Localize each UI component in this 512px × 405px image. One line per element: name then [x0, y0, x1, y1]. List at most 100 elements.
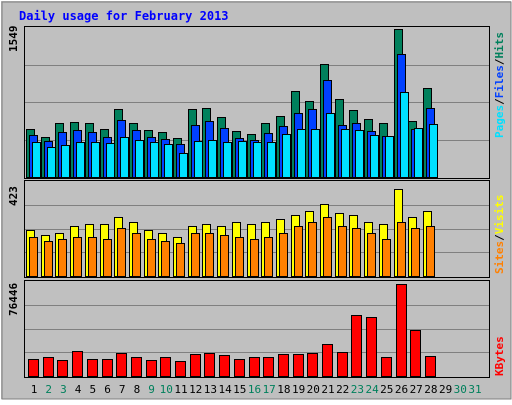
x-label-day-26: 26	[395, 383, 408, 396]
x-label-day-5: 5	[89, 383, 96, 396]
kbytes-bar-kbytes-day-10	[160, 357, 171, 377]
hits-bar-pages-day-23	[355, 130, 364, 178]
visits-bar-sites-day-15	[235, 237, 244, 277]
visits-bar-sites-day-22	[338, 226, 347, 277]
hits-bar-pages-day-1	[32, 142, 41, 178]
x-label-day-3: 3	[60, 383, 67, 396]
x-label-day-15: 15	[233, 383, 246, 396]
visits-bar-sites-day-2	[44, 241, 53, 277]
hits-bar-pages-day-4	[76, 142, 85, 178]
kbytes-bar-kbytes-day-19	[293, 354, 304, 377]
kbytes-bar-kbytes-day-15	[234, 359, 245, 377]
hits-bar-pages-day-21	[326, 113, 335, 178]
x-label-day-1: 1	[31, 383, 38, 396]
visits-bar-sites-day-3	[58, 239, 67, 277]
x-label-day-24: 24	[365, 383, 379, 396]
hits-bar-pages-day-15	[238, 141, 247, 178]
visits-bar-sites-day-27	[411, 228, 420, 277]
visits-bar-sites-day-1	[29, 237, 38, 277]
visits-bar-sites-day-8	[132, 233, 141, 277]
bars	[26, 29, 438, 377]
kbytes-bar-kbytes-day-26	[396, 284, 407, 377]
legend-sep-3: /	[493, 234, 506, 241]
hits-bar-pages-day-10	[164, 144, 173, 178]
hits-bar-pages-day-25	[385, 136, 394, 178]
visits-legend: Sites/Visits	[493, 195, 506, 275]
kbytes-bar-kbytes-day-25	[381, 357, 392, 377]
hits-bar-pages-day-14	[223, 142, 232, 178]
kbytes-bar-kbytes-day-14	[219, 355, 230, 377]
hits-bar-pages-day-26	[400, 92, 409, 178]
x-label-day-4: 4	[75, 383, 82, 396]
kbytes-bar-kbytes-day-8	[131, 357, 142, 377]
x-label-day-7: 7	[119, 383, 126, 396]
kbytes-bar-kbytes-day-28	[425, 356, 436, 377]
visits-bar-sites-day-17	[264, 237, 273, 277]
kbytes-bar-kbytes-day-24	[366, 317, 377, 377]
hits-bar-pages-day-2	[47, 147, 56, 178]
kbytes-bar-kbytes-day-23	[351, 315, 362, 377]
legend-sites: Sites	[493, 241, 506, 274]
kbytes-bar-kbytes-day-3	[57, 360, 68, 377]
hits-bar-pages-day-24	[370, 135, 379, 178]
x-label-day-17: 17	[263, 383, 276, 396]
kbytes-legend: KBytes	[493, 336, 506, 376]
x-label-day-16: 16	[248, 383, 261, 396]
hits-bar-pages-day-8	[135, 140, 144, 178]
kbytes-bar-kbytes-day-1	[28, 359, 39, 377]
hits-bar-pages-day-5	[91, 142, 100, 178]
hits-bar-pages-day-9	[150, 142, 159, 178]
kbytes-bar-kbytes-day-12	[190, 354, 201, 377]
visits-bar-sites-day-18	[279, 233, 288, 277]
hits-bar-pages-day-18	[282, 134, 291, 178]
visits-bar-sites-day-28	[426, 226, 435, 277]
x-label-day-14: 14	[218, 383, 232, 396]
x-label-day-23: 23	[351, 383, 364, 396]
x-label-day-31: 31	[468, 383, 481, 396]
kbytes-bar-kbytes-day-4	[72, 351, 83, 377]
hits-bar-pages-day-12	[194, 141, 203, 178]
visits-bar-sites-day-25	[382, 239, 391, 277]
visits-ymax-label: 423	[7, 186, 20, 206]
chart-title: Daily usage for February 2013	[19, 9, 229, 23]
legend-sep-2: /	[493, 58, 506, 65]
legend-visits: Visits	[493, 195, 506, 235]
x-label-day-28: 28	[424, 383, 437, 396]
visits-bar-sites-day-13	[205, 233, 214, 277]
x-label-day-30: 30	[454, 383, 467, 396]
x-label-day-10: 10	[160, 383, 173, 396]
x-label-day-19: 19	[292, 383, 305, 396]
kbytes-bar-kbytes-day-27	[410, 330, 421, 377]
legend-sep-1: /	[493, 98, 506, 105]
x-label-day-9: 9	[148, 383, 155, 396]
visits-bar-sites-day-6	[103, 239, 112, 277]
x-label-day-13: 13	[204, 383, 217, 396]
hits-legend: Pages/Files/Hits	[493, 32, 506, 138]
x-label-day-21: 21	[321, 383, 334, 396]
hits-bar-pages-day-22	[341, 129, 350, 178]
visits-bar-sites-day-4	[73, 237, 82, 277]
hits-bar-pages-day-16	[253, 142, 262, 178]
legend-hits: Hits	[493, 32, 506, 59]
x-label-day-22: 22	[336, 383, 349, 396]
kbytes-bar-kbytes-day-16	[249, 357, 260, 377]
kbytes-bar-kbytes-day-11	[175, 361, 186, 377]
visits-bar-sites-day-16	[250, 239, 259, 277]
visits-bar-sites-day-24	[367, 233, 376, 277]
kbytes-bar-kbytes-day-5	[87, 359, 98, 377]
hits-bar-pages-day-28	[429, 124, 438, 178]
hits-bar-pages-day-13	[208, 140, 217, 178]
x-label-day-18: 18	[277, 383, 290, 396]
kbytes-bar-kbytes-day-18	[278, 354, 289, 377]
visits-bar-sites-day-14	[220, 235, 229, 277]
visits-bar-sites-day-21	[323, 217, 332, 277]
kbytes-bar-kbytes-day-6	[102, 359, 113, 377]
kbytes-bar-kbytes-day-7	[116, 353, 127, 377]
visits-bar-sites-day-9	[147, 239, 156, 277]
visits-bar-sites-day-7	[117, 228, 126, 277]
kbytes-bar-kbytes-day-20	[307, 353, 318, 377]
visits-bar-sites-day-19	[294, 226, 303, 277]
